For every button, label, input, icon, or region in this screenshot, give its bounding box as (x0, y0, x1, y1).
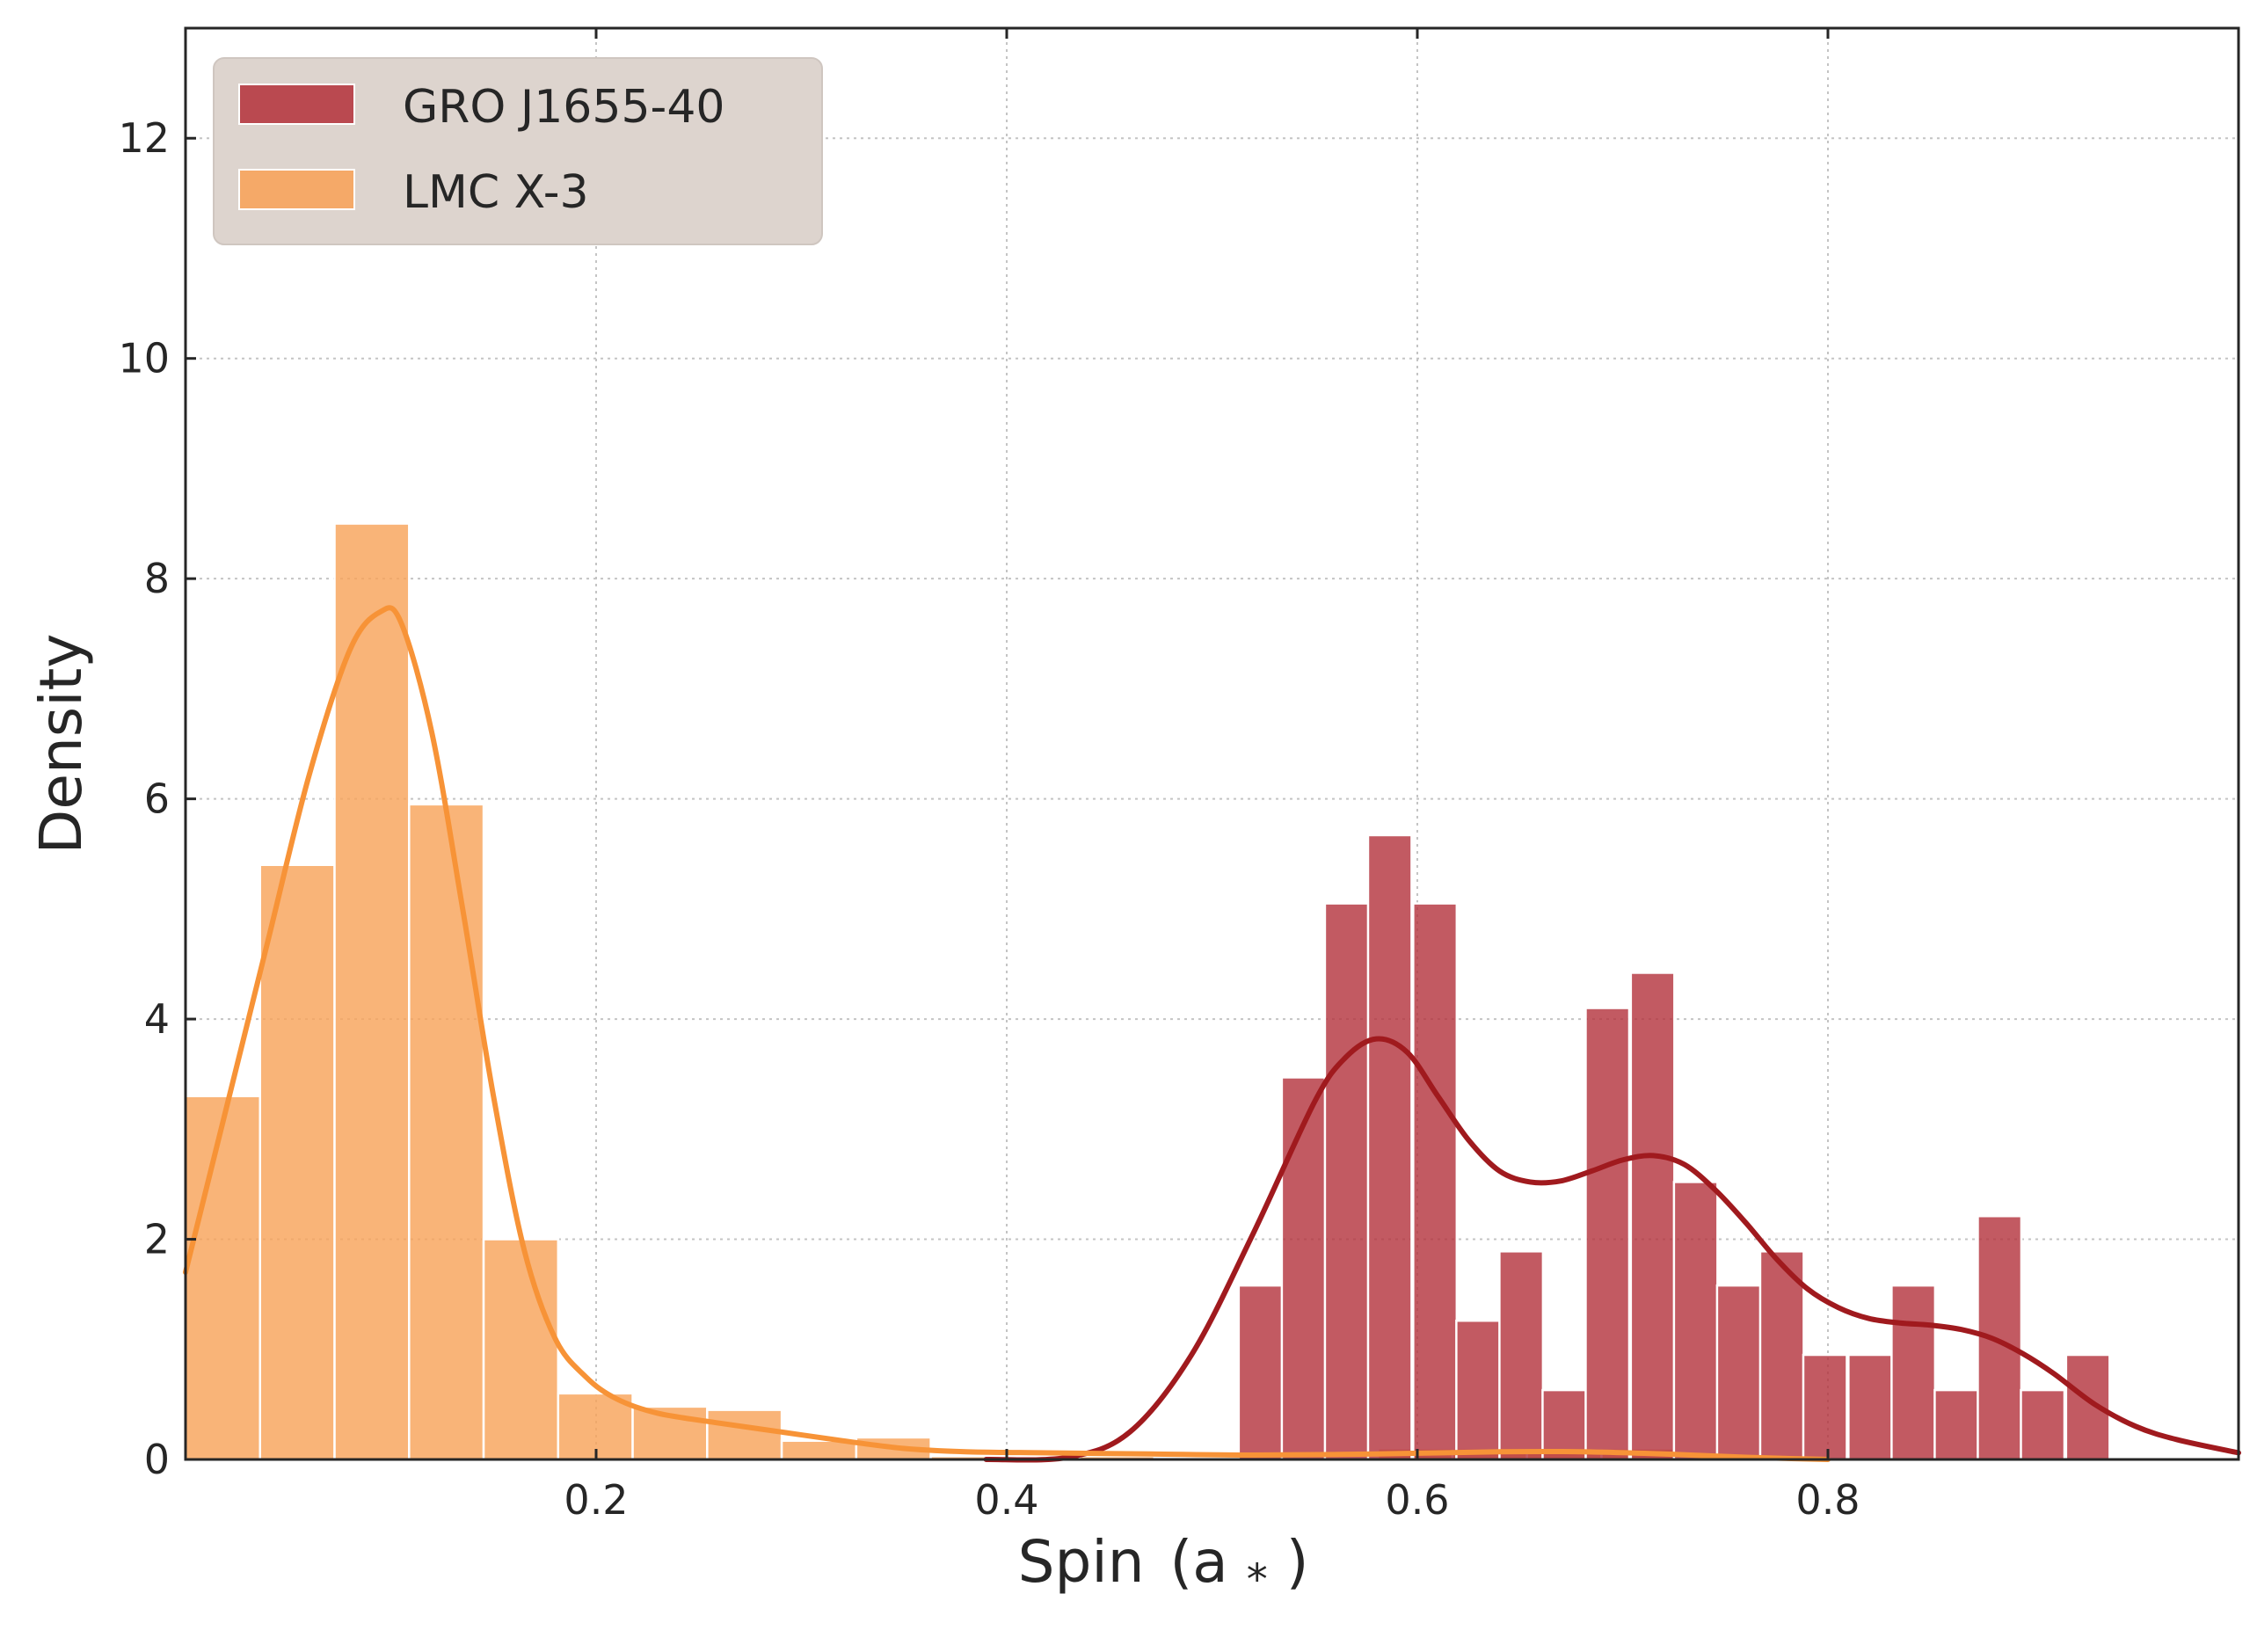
legend-box (213, 57, 823, 245)
y-axis-ticks: 0 2 4 6 8 10 12 (118, 114, 196, 1483)
y-axis-title: Density (27, 634, 95, 855)
gro-j1655-bar-19 (2064, 1353, 2111, 1461)
lmc-x3-histogram (184, 522, 1752, 1461)
x-tick-label-1: 0.4 (974, 1476, 1038, 1524)
gro-j1655-kde-curve (983, 1036, 2241, 1463)
gro-j1655-bar-10 (1672, 1181, 1719, 1461)
gro-j1655-bar-13 (1802, 1353, 1848, 1461)
y-tick-label-3: 6 (144, 775, 170, 823)
gro-j1655-bar-18 (2020, 1388, 2066, 1461)
x-tick-label-2: 0.6 (1385, 1476, 1449, 1524)
gro-j1655-bar-0 (1237, 1284, 1284, 1461)
gro-j1655-bar-14 (1847, 1353, 1894, 1461)
y-tick-label-6: 12 (118, 114, 170, 162)
x-axis-title-subscript: * (1247, 1555, 1268, 1605)
gro-j1655-bar-1 (1280, 1076, 1327, 1461)
lmc-x3-bar-2 (333, 522, 411, 1461)
x-axis-title: Spin (a * ) (1018, 1528, 1309, 1608)
y-tick-label-2: 4 (144, 995, 170, 1043)
gro-j1655-bar-3 (1366, 833, 1413, 1461)
gro-j1655-bar-11 (1715, 1284, 1762, 1461)
lmc-x3-bar-4 (482, 1238, 560, 1461)
x-axis-title-close: ) (1286, 1528, 1309, 1596)
x-axis-ticks: 0.2 0.4 0.6 0.8 (564, 28, 1860, 1524)
legend-swatch-gro-j1655 (238, 84, 355, 125)
y-tick-label-1: 2 (144, 1216, 170, 1263)
y-tick-label-5: 10 (118, 335, 170, 382)
gro-j1655-bar-9 (1629, 972, 1676, 1461)
legend: GRO J1655-40 LMC X-3 (213, 57, 823, 245)
gro-j1655-bar-16 (1933, 1388, 1980, 1461)
legend-swatch-lmc-x3 (238, 169, 355, 210)
gro-j1655-bar-4 (1412, 902, 1459, 1461)
plot-frame (184, 26, 2240, 1461)
lmc-x3-bar-1 (258, 863, 336, 1461)
lmc-x3-kde-curve (183, 605, 1831, 1462)
y-tick-label-4: 8 (144, 555, 170, 602)
lmc-x3-bar-0 (184, 1095, 262, 1461)
gro-j1655-bar-8 (1584, 1007, 1631, 1461)
y-tick-label-0: 0 (144, 1436, 170, 1483)
gro-j1655-bar-5 (1455, 1319, 1502, 1461)
x-axis-title-symbol: (a (1170, 1528, 1228, 1596)
lmc-x3-bar-7 (706, 1408, 783, 1461)
gro-j1655-bar-6 (1498, 1250, 1545, 1461)
lmc-x3-bar-3 (408, 803, 485, 1461)
grid-lines (186, 28, 2239, 1459)
x-axis-title-main: Spin (1018, 1528, 1145, 1596)
x-tick-label-3: 0.8 (1795, 1476, 1860, 1524)
gro-j1655-bar-2 (1323, 902, 1370, 1461)
legend-label-gro-j1655: GRO J1655-40 (403, 81, 725, 134)
legend-label-lmc-x3: LMC X-3 (403, 166, 589, 219)
x-tick-label-0: 0.2 (564, 1476, 628, 1524)
kde-curves (183, 605, 2241, 1463)
plot-background (186, 28, 2239, 1459)
gro-j1655-bar-15 (1890, 1284, 1937, 1461)
